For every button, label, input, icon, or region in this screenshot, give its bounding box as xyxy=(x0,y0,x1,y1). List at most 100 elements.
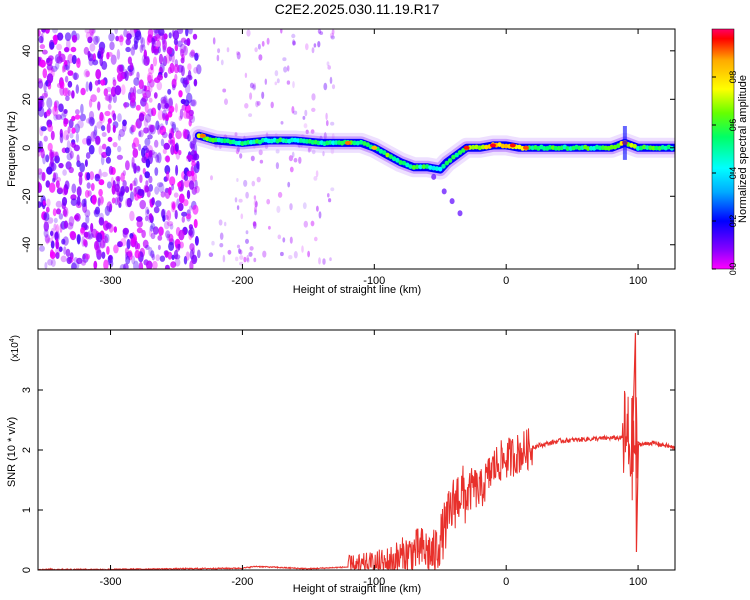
noise-speckle xyxy=(43,90,48,98)
noise-speckle xyxy=(197,249,201,259)
y-tick-label: 40 xyxy=(21,45,33,57)
noise-speckle xyxy=(174,258,181,267)
noise-speckle xyxy=(283,66,288,73)
signal-hotspot xyxy=(199,133,206,138)
noise-speckle xyxy=(293,110,298,115)
colorbar-tick-label: 0.2 xyxy=(728,215,738,228)
noise-speckle xyxy=(63,109,68,114)
noise-speckle xyxy=(310,129,315,135)
signal-point xyxy=(447,158,453,163)
noise-speckle xyxy=(58,213,64,220)
signal-point xyxy=(480,144,486,150)
noise-speckle xyxy=(110,54,117,65)
signal-point xyxy=(398,160,403,165)
noise-speckle xyxy=(282,237,286,243)
noise-speckle xyxy=(67,126,71,134)
noise-speckle xyxy=(252,221,257,227)
noise-speckle xyxy=(98,114,105,124)
noise-speckle xyxy=(174,73,178,82)
noise-speckle xyxy=(49,148,53,159)
noise-speckle xyxy=(119,264,126,269)
noise-speckle xyxy=(322,258,326,265)
noise-speckle xyxy=(88,144,95,155)
noise-speckle xyxy=(189,249,195,260)
noise-speckle xyxy=(289,166,294,173)
signal-point xyxy=(461,148,466,153)
noise-speckle xyxy=(170,261,177,268)
noise-speckle xyxy=(186,170,192,177)
noise-speckle xyxy=(111,197,116,204)
noise-speckle xyxy=(185,251,190,261)
noise-speckle xyxy=(171,254,175,260)
noise-speckle xyxy=(133,77,140,86)
noise-speckle xyxy=(311,47,315,54)
noise-speckle xyxy=(171,202,176,211)
noise-speckle xyxy=(40,126,47,132)
noise-speckle xyxy=(61,238,66,245)
noise-speckle xyxy=(160,208,167,219)
noise-speckle xyxy=(171,183,175,191)
signal-point xyxy=(352,140,357,146)
noise-speckle xyxy=(85,81,89,92)
noise-speckle xyxy=(103,88,109,97)
noise-speckle xyxy=(305,43,309,51)
noise-speckle xyxy=(45,235,50,245)
noise-speckle xyxy=(268,225,271,230)
y-tick-label: 20 xyxy=(21,93,33,105)
noise-speckle xyxy=(53,34,58,45)
noise-speckle xyxy=(104,205,111,216)
noise-speckle xyxy=(151,39,156,49)
noise-speckle xyxy=(71,90,75,99)
noise-speckle xyxy=(100,239,105,249)
noise-speckle xyxy=(252,85,256,90)
noise-speckle xyxy=(183,45,188,56)
noise-speckle xyxy=(100,154,105,166)
noise-speckle xyxy=(227,249,232,255)
spectrogram-frame xyxy=(37,28,676,270)
noise-speckle xyxy=(165,155,171,163)
noise-speckle xyxy=(97,197,101,207)
noise-speckle xyxy=(85,253,90,260)
noise-speckle xyxy=(148,184,153,192)
noise-speckle xyxy=(142,92,147,99)
noise-speckle xyxy=(138,112,145,122)
noise-speckle xyxy=(152,260,158,269)
noise-speckle xyxy=(317,41,321,48)
colorbar-tick-label: 0.4 xyxy=(728,167,738,180)
signal-point xyxy=(632,143,637,149)
noise-speckle xyxy=(96,232,103,243)
signal-tail xyxy=(441,188,447,195)
noise-speckle xyxy=(123,263,129,269)
noise-speckle xyxy=(112,142,118,148)
noise-speckle xyxy=(160,96,167,104)
noise-speckle xyxy=(291,106,295,114)
noise-speckle xyxy=(129,92,136,103)
noise-speckle xyxy=(143,85,148,92)
signal-point xyxy=(477,145,482,151)
noise-speckle xyxy=(239,153,243,159)
noise-speckle xyxy=(168,186,172,196)
noise-speckle xyxy=(104,233,110,244)
spectrogram-y-ticks: -40 -20 0 20 40 xyxy=(21,45,675,253)
noise-speckle xyxy=(288,155,293,162)
noise-speckle xyxy=(238,198,243,203)
noise-speckle xyxy=(188,119,192,127)
noise-speckle xyxy=(264,78,267,85)
colorbar-label: Normalized spectral amplitude xyxy=(737,75,749,223)
snr-panel: -300 -200 -100 0 100 0 1 2 3 Height of straight… xyxy=(6,329,676,595)
noise-speckle xyxy=(89,29,95,36)
noise-speckle xyxy=(62,208,68,217)
x-tick-label: 0 xyxy=(503,576,509,588)
noise-speckle xyxy=(153,206,160,214)
signal-hotspot xyxy=(523,145,529,150)
noise-speckle xyxy=(146,189,151,198)
noise-speckle xyxy=(220,59,224,66)
noise-speckle xyxy=(189,260,194,269)
noise-speckle xyxy=(186,37,191,47)
noise-speckle xyxy=(134,121,139,128)
noise-speckle xyxy=(318,257,321,265)
signal-point xyxy=(444,160,449,166)
noise-speckle xyxy=(141,229,146,239)
snr-x-ticks: -300 -200 -100 0 100 xyxy=(100,330,647,588)
noise-speckle xyxy=(159,62,165,74)
